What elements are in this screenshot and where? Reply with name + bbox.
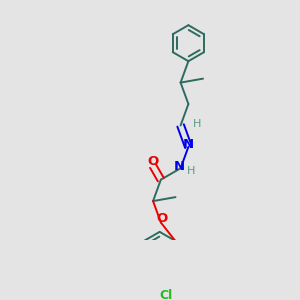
Text: H: H	[187, 166, 195, 176]
Text: O: O	[147, 155, 159, 168]
Text: N: N	[183, 138, 194, 152]
Text: N: N	[174, 160, 185, 173]
Text: O: O	[156, 212, 168, 225]
Text: Cl: Cl	[160, 289, 173, 300]
Text: H: H	[193, 119, 201, 129]
